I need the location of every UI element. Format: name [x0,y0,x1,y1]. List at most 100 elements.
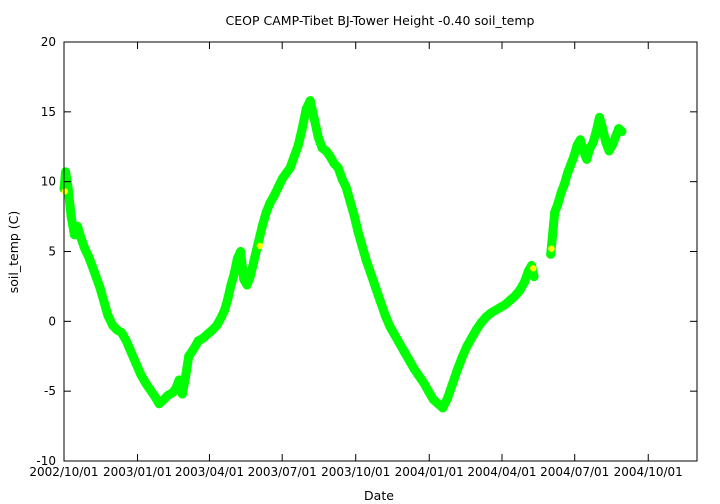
series-0-point-10 [91,272,101,282]
x-tick-label-6: 2004/04/01 [467,465,536,479]
series-1-point-2 [550,207,560,217]
series-0-point-90 [424,386,433,396]
series-0-point-84 [395,339,405,349]
series-1-point-4 [556,188,566,198]
x-tick-label-0: 2002/10/01 [29,465,98,479]
series-0-point-62 [301,104,311,114]
series-0-point-88 [414,371,424,381]
series-0-point-52 [261,207,271,217]
series-0-point-61 [297,124,307,134]
series-0-point-94 [443,393,453,403]
series-0-point-54 [269,191,279,201]
highlight-point-3 [548,245,555,252]
series-0-point-45 [236,247,246,256]
series-0-point-9 [87,261,97,270]
series-0-point-53 [265,198,275,208]
series-0-point-96 [452,365,462,375]
x-tick-label-2: 2003/04/01 [175,465,244,479]
series-1-point-14 [588,138,598,148]
series-0-point-23 [150,392,160,402]
series-0-point-82 [385,322,395,332]
series-0-point-78 [366,269,376,279]
series-0-point-55 [273,182,283,192]
series-0-point-80 [376,297,385,307]
x-tick-label-3: 2003/07/01 [248,465,317,479]
y-tick-label-4: 10 [41,175,56,189]
series-0-point-81 [380,311,390,321]
series-0-point-22 [145,385,155,395]
x-axis-label: Date [364,488,394,503]
series-1-point-3 [553,199,563,209]
highlight-point-1 [256,242,263,250]
series-0-point-86 [404,355,414,365]
y-tick-label-2: 0 [48,314,56,328]
series-0-point-89 [419,378,429,388]
x-tick-label-1: 2003/01/01 [103,465,172,479]
series-0-point-32 [184,351,194,361]
series-0-point-97 [457,353,467,363]
series-1-point-20 [607,140,617,150]
series-0-point-44 [232,254,242,263]
series-0-point-65 [313,132,323,142]
series-0-point-58 [285,163,295,173]
series-0-point-30 [177,389,187,399]
series-1-point-12 [582,154,592,164]
y-axis-label: soil_temp (C) [6,211,21,294]
y-tick-label-1: -5 [44,384,56,398]
series-0-point-74 [349,210,359,220]
series-0-point-18 [126,347,136,357]
y-tick-label-3: 5 [48,245,56,259]
series-0-point-33 [189,344,198,354]
series-1-point-0 [546,249,556,259]
series-0-point-16 [117,328,126,337]
chart-title: CEOP CAMP-Tibet BJ-Tower Height -0.40 so… [226,13,535,28]
series-0-point-48 [245,272,255,282]
highlight-point-0 [61,188,68,195]
series-0-point-109 [515,286,525,296]
series-1-point-5 [559,180,569,189]
series-0-point-1 [61,167,71,177]
y-tick-label-5: 15 [41,105,56,119]
series-1-point-7 [566,160,576,170]
series-1-point-17 [598,124,608,134]
series-0-point-73 [345,196,355,206]
series-1-point-1 [547,233,557,242]
series-0-point-110 [519,277,529,287]
series-0-point-47 [242,280,252,290]
series-0-point-100 [471,325,481,335]
series-0-point-17 [121,336,131,346]
series-0-point-99 [467,333,477,343]
series-0-point-40 [220,305,230,315]
series-0-point-31 [181,372,190,382]
series-0-point-5 [73,221,83,231]
series-0-point-12 [99,297,109,307]
y-tick-label-0: -10 [36,454,56,468]
series-0-point-11 [95,283,105,293]
series-0-point-79 [371,283,381,293]
axes-layer: -10 -5 0 5 10 15 20 2002/10/01 2003/01/01 2003/04… [29,35,698,479]
series-0-point-68 [325,152,335,161]
series-0-point-51 [257,221,267,231]
series-0-point-76 [357,241,367,251]
series-0-point-49 [249,255,259,265]
series-1-point-6 [563,168,572,178]
series-0-point-13 [103,311,113,321]
series-0-point-72 [341,182,351,192]
x-tick-label-4: 2003/10/01 [321,465,390,479]
series-0-point-8 [84,252,94,262]
series-0-point-113 [529,272,539,282]
y-tick-label-6: 20 [41,35,56,49]
series-0-point-98 [462,342,472,351]
data-layer [59,96,627,413]
x-tick-label-5: 2004/01/01 [395,465,464,479]
series-0-point-42 [226,280,236,290]
series-0-point-43 [229,269,239,279]
series-0-point-93 [438,403,448,413]
series-0-point-70 [333,163,343,173]
series-0-point-75 [353,227,363,237]
series-0-point-63 [305,96,315,106]
series-1-point-21 [611,132,620,142]
series-1-point-23 [617,126,627,136]
series-0-point-41 [223,294,233,304]
